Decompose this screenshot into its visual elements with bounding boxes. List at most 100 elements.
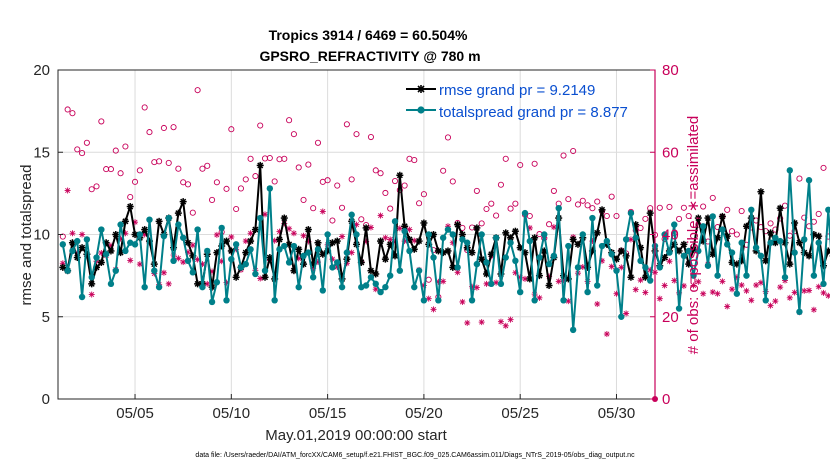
assimilated-obs-marker [695, 278, 702, 285]
rmse-star-stroke [247, 238, 254, 245]
rmse-star-stroke [314, 239, 322, 246]
assimilated-obs-marker [767, 302, 774, 309]
assimilated-obs-marker [700, 290, 707, 297]
possible-obs-marker [666, 203, 673, 210]
spread-point [136, 231, 144, 238]
rmse-star-stroke [478, 256, 485, 263]
assimilated-star-stroke [743, 288, 749, 294]
spread-point [204, 247, 211, 255]
rmse-star-stroke [290, 267, 297, 274]
assimilated-obs-marker [483, 280, 490, 287]
rmse-star-stroke [599, 206, 606, 213]
assimilated-star-stroke [604, 331, 610, 337]
rmse-star-stroke [127, 203, 134, 210]
assimilated-obs-marker [478, 319, 485, 326]
spread-point [377, 288, 384, 296]
rmse-point [473, 224, 481, 232]
assimilated-star-stroke [493, 280, 499, 286]
assimilated-obs-marker [213, 231, 220, 238]
possible-obs-marker [603, 212, 610, 220]
possible-obs-marker [348, 176, 355, 183]
assimilated-obs-marker [377, 212, 384, 219]
spread-point [478, 231, 485, 238]
possible-obs-marker [570, 147, 577, 155]
possible-obs-marker [512, 200, 519, 207]
possible-obs-marker [247, 155, 254, 162]
spread-point [579, 231, 586, 238]
y-tick-label: 5 [42, 309, 50, 326]
possible-obs-marker [517, 161, 524, 169]
spread-point [59, 241, 67, 248]
y-tick-label: 0 [42, 391, 50, 408]
rmse-point [367, 267, 375, 275]
spread-point [425, 231, 432, 238]
assimilated-obs-marker [608, 263, 615, 270]
spread-point [281, 242, 288, 250]
spread-point [170, 257, 177, 265]
spread-point [671, 221, 678, 228]
spread-point [767, 239, 774, 246]
assimilated-star-stroke [411, 238, 417, 244]
rmse-point [381, 255, 389, 263]
rmse-point [420, 219, 428, 227]
chart-title: Tropics 3914 / 6469 = 60.504% [269, 27, 468, 43]
assimilated-star-stroke [286, 226, 292, 232]
spread-point [430, 254, 437, 261]
spread-point [271, 297, 278, 304]
rmse-star-stroke [517, 244, 524, 251]
possible-obs-marker [165, 159, 172, 166]
assimilated-obs-marker [743, 287, 750, 294]
spread-point [743, 272, 750, 279]
spread-point [516, 288, 524, 296]
assimilated-obs-marker [175, 255, 182, 262]
spread-point [492, 234, 500, 241]
spread-point [574, 264, 582, 271]
possible-obs-marker [281, 155, 288, 162]
spread-point [791, 249, 798, 256]
rmse-star-stroke [444, 247, 452, 254]
assimilated-star-stroke [79, 231, 85, 238]
x-tick-label: 05/15 [309, 405, 347, 422]
assimilated-obs-marker [680, 282, 687, 289]
rmse-point [714, 234, 722, 242]
spread-point [815, 239, 822, 246]
assimilated-obs-marker [719, 278, 726, 285]
possible-obs-marker [579, 197, 586, 204]
possible-obs-marker [160, 124, 167, 132]
assimilated-star-stroke [594, 301, 600, 307]
rmse-star-stroke [733, 261, 740, 268]
assimilated-star-stroke [657, 296, 663, 302]
possible-obs-marker [339, 204, 346, 211]
assimilated-obs-marker [247, 230, 254, 237]
spread-point [228, 255, 235, 263]
possible-obs-marker [334, 182, 341, 189]
rmse-point [478, 255, 486, 263]
assimilated-star-stroke [719, 278, 725, 284]
assimilated-star-stroke [127, 257, 133, 263]
rmse-point [107, 247, 115, 255]
possible-obs-marker [184, 181, 192, 188]
possible-obs-marker [93, 183, 100, 190]
spread-point [724, 241, 731, 248]
possible-obs-marker [223, 185, 230, 192]
possible-obs-marker [257, 122, 264, 129]
rmse-point [280, 214, 288, 222]
assimilated-star-stroke [137, 261, 143, 267]
legend-spread-marker [417, 106, 425, 114]
rmse-point [319, 250, 327, 258]
assimilated-obs-marker [382, 234, 389, 241]
assimilated-star-stroke [816, 284, 822, 290]
spread-point [545, 260, 553, 268]
assimilated-star-stroke [98, 250, 104, 256]
possible-obs-marker [449, 178, 456, 185]
assimilated-star-stroke [464, 320, 470, 326]
spread-point [160, 232, 168, 240]
rmse-point [184, 239, 192, 247]
spread-point [329, 264, 336, 271]
possible-obs-marker [107, 166, 115, 173]
possible-obs-marker [199, 165, 206, 172]
spread-point [507, 239, 514, 246]
assimilated-star-stroke [498, 319, 504, 325]
rmse-star-stroke [319, 251, 326, 258]
rmse-star-stroke [594, 229, 601, 236]
